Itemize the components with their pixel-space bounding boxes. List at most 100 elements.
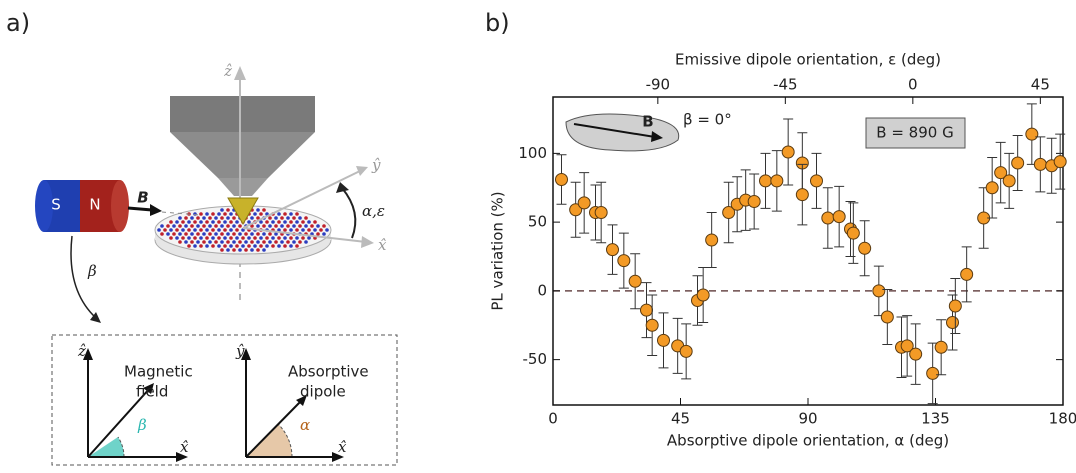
atom	[169, 228, 173, 232]
angle-wedge	[88, 437, 125, 457]
atom	[277, 236, 281, 240]
atom	[313, 220, 317, 224]
atom	[277, 212, 281, 216]
atom	[235, 244, 239, 248]
data-point	[926, 366, 940, 380]
atom	[232, 248, 236, 252]
atom	[175, 236, 179, 240]
atom	[283, 244, 287, 248]
atom	[202, 232, 206, 236]
data-point	[569, 203, 583, 217]
inset-angle: α	[300, 416, 310, 434]
atom	[223, 220, 227, 224]
x-tick-label: 180	[1049, 410, 1076, 428]
atom	[229, 244, 233, 248]
y-tick-label: 50	[528, 213, 547, 231]
atom	[202, 240, 206, 244]
atom	[295, 244, 299, 248]
data-point	[770, 174, 784, 188]
field-label: B	[137, 189, 148, 207]
atom	[289, 236, 293, 240]
atom	[298, 224, 302, 228]
arrowhead	[651, 131, 663, 142]
data-point	[1011, 156, 1025, 170]
y-tick-label: -50	[523, 350, 548, 368]
inset-angle: β	[137, 416, 147, 434]
atom	[175, 228, 179, 232]
atom	[265, 236, 269, 240]
atom	[160, 224, 164, 228]
atom	[244, 248, 248, 252]
atom	[307, 220, 311, 224]
x-tick-label: 90	[798, 410, 817, 428]
atom	[247, 236, 251, 240]
atom	[196, 232, 200, 236]
atom	[190, 240, 194, 244]
magnet-n-label: N	[89, 196, 100, 214]
atom	[262, 232, 266, 236]
atom	[226, 208, 230, 212]
data-point	[617, 254, 631, 268]
atom	[280, 216, 284, 220]
arrowhead	[150, 204, 162, 216]
data-point	[1053, 155, 1067, 169]
arrowhead	[176, 452, 188, 462]
atom	[190, 224, 194, 228]
atom	[271, 220, 275, 224]
atom	[205, 212, 209, 216]
arrowhead	[356, 166, 368, 176]
atom	[187, 236, 191, 240]
data-point	[1002, 174, 1016, 188]
atom	[229, 220, 233, 224]
atom	[307, 228, 311, 232]
atom	[199, 244, 203, 248]
atom	[181, 236, 185, 240]
atom	[292, 216, 296, 220]
atom	[256, 248, 260, 252]
lattice	[157, 208, 329, 252]
atom	[199, 220, 203, 224]
angle-arc	[277, 423, 293, 458]
atom	[319, 228, 323, 232]
atom	[301, 220, 305, 224]
data-point	[994, 166, 1008, 180]
data-point	[759, 174, 772, 188]
atom	[325, 228, 329, 232]
atom	[223, 244, 227, 248]
x-axis-line	[242, 227, 367, 243]
atom	[178, 216, 182, 220]
inset-text: Absorptive	[288, 363, 369, 381]
atom	[238, 232, 242, 236]
x-label: x̂	[378, 236, 387, 254]
y-axis-line	[242, 169, 363, 229]
atom	[277, 244, 281, 248]
atom	[178, 232, 182, 236]
data-point	[722, 206, 736, 219]
panel-a: a) ẑ ŷ x̂ α,ε S N B	[6, 9, 398, 466]
atom	[283, 228, 287, 232]
z-label: ẑ	[223, 62, 232, 80]
atom	[289, 220, 293, 224]
atom	[271, 236, 275, 240]
atom	[169, 220, 173, 224]
data-point	[594, 206, 608, 219]
atom	[256, 216, 260, 220]
atom	[205, 220, 209, 224]
atom	[289, 244, 293, 248]
atom	[193, 236, 197, 240]
arrowhead	[241, 348, 251, 360]
panel-label: b)	[485, 9, 510, 37]
atom	[259, 244, 263, 248]
atom	[304, 224, 308, 228]
data-point	[555, 173, 568, 186]
atom	[307, 236, 311, 240]
atom	[166, 224, 170, 228]
atom	[217, 212, 221, 216]
arrowhead	[332, 452, 344, 462]
atom	[241, 244, 245, 248]
arrowhead	[234, 66, 246, 80]
arrowhead	[361, 236, 374, 248]
atom	[265, 244, 269, 248]
atom	[280, 240, 284, 244]
x2-tick-label: 0	[908, 76, 918, 94]
